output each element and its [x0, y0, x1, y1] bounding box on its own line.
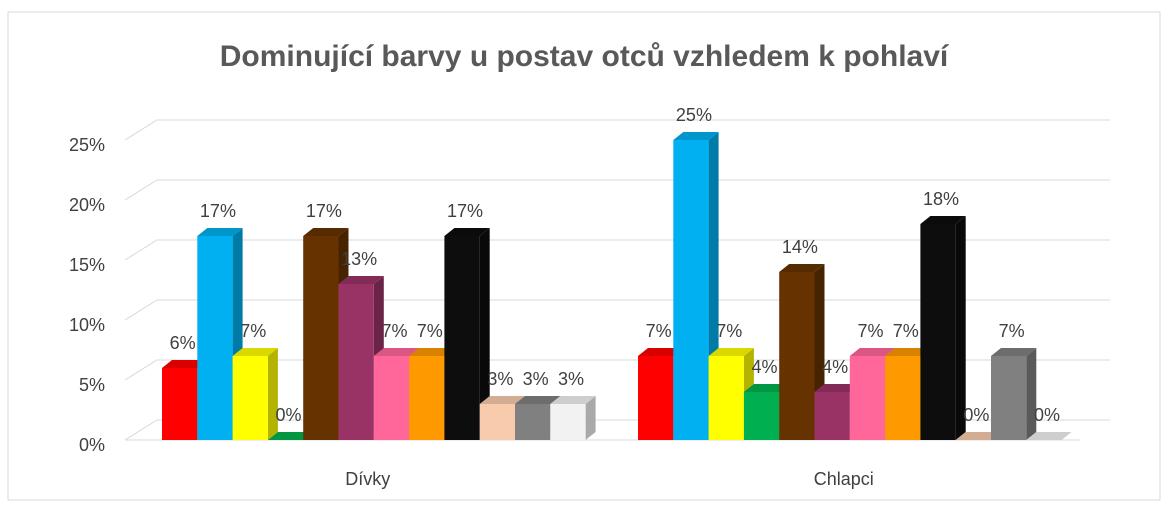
bar — [991, 348, 1037, 440]
data-label: 3% — [487, 369, 513, 389]
bar-front — [550, 404, 586, 440]
bar-top — [162, 360, 208, 368]
bar-front — [885, 356, 921, 440]
data-label: 18% — [923, 189, 959, 209]
bar-top — [814, 384, 860, 392]
bar-top — [920, 216, 966, 224]
y-tick-label: 5% — [79, 375, 105, 395]
data-label: 7% — [381, 321, 407, 341]
data-label: 4% — [752, 357, 778, 377]
bar-front — [303, 236, 339, 440]
grid-line — [124, 119, 1110, 141]
data-label: 6% — [170, 333, 196, 353]
y-tick-label: 20% — [69, 195, 105, 215]
bar-top — [1026, 432, 1072, 440]
bar — [232, 348, 278, 440]
bar-side — [479, 228, 490, 440]
bar-front — [743, 392, 780, 440]
data-label: 0% — [276, 405, 302, 425]
bar-front — [515, 404, 551, 440]
bar-front — [673, 140, 709, 440]
bar-front — [444, 236, 480, 440]
bar — [955, 432, 1001, 440]
data-label: 7% — [417, 321, 443, 341]
bar-top — [232, 348, 278, 356]
bar-front — [814, 392, 850, 440]
bar-top — [885, 348, 931, 356]
bar-front — [708, 356, 744, 440]
data-label: 7% — [716, 321, 742, 341]
bar-side — [1026, 348, 1037, 440]
data-label: 0% — [963, 405, 989, 425]
bar-side — [585, 396, 596, 440]
data-label: 14% — [782, 237, 818, 257]
bar-front — [479, 404, 515, 440]
data-label: 7% — [857, 321, 883, 341]
chart-title: Dominující barvy u postav otců vzhledem … — [220, 40, 950, 73]
bar-front — [849, 356, 886, 440]
bar-top — [550, 396, 596, 404]
bar-top — [479, 396, 525, 404]
bar-front — [162, 368, 198, 440]
y-tick-label: 15% — [69, 255, 105, 275]
bar-top — [197, 228, 243, 236]
y-tick-label: 10% — [69, 315, 105, 335]
bar-front — [991, 356, 1027, 440]
data-label: 7% — [893, 321, 919, 341]
bar-side — [955, 216, 966, 440]
bar-front — [779, 272, 815, 440]
bar-front — [232, 356, 268, 440]
bar-top — [373, 348, 420, 356]
data-label: 7% — [646, 321, 672, 341]
bar-top — [991, 348, 1037, 356]
bar-top — [708, 348, 754, 356]
bar — [638, 348, 684, 440]
bar-top — [303, 228, 349, 236]
data-label: 4% — [822, 357, 848, 377]
bar-front — [409, 356, 445, 440]
y-tick-label: 25% — [69, 135, 105, 155]
data-label: 7% — [240, 321, 266, 341]
bar-front — [920, 224, 956, 440]
bar-front — [338, 284, 374, 440]
bar — [920, 216, 966, 440]
bar-top — [673, 132, 719, 140]
bar-side — [267, 348, 278, 440]
data-label: 17% — [447, 201, 483, 221]
bar — [550, 396, 596, 440]
data-label: 0% — [1034, 405, 1060, 425]
bar-top — [955, 432, 1001, 440]
data-label: 13% — [341, 249, 377, 269]
bar — [1026, 432, 1072, 440]
bar-top — [267, 432, 314, 440]
x-tick-label: Chlapci — [814, 469, 874, 489]
y-tick-label: 0% — [79, 435, 105, 455]
bar-front — [373, 356, 410, 440]
data-label: 17% — [306, 201, 342, 221]
bar-top — [338, 276, 384, 284]
bar-top — [743, 384, 790, 392]
bar-top — [849, 348, 896, 356]
bar-top — [515, 396, 561, 404]
data-label: 7% — [999, 321, 1025, 341]
data-label: 25% — [676, 105, 712, 125]
bar-front — [638, 356, 674, 440]
grid-line — [124, 179, 1110, 201]
bar-front — [197, 236, 233, 440]
data-label: 17% — [200, 201, 236, 221]
bar-top — [409, 348, 455, 356]
data-label: 3% — [523, 369, 549, 389]
bar — [444, 228, 490, 440]
data-label: 3% — [558, 369, 584, 389]
bar-top — [638, 348, 684, 356]
x-tick-label: Dívky — [345, 469, 390, 489]
bar-top — [779, 264, 825, 272]
bar-top — [444, 228, 490, 236]
grid-line — [124, 239, 1110, 261]
bar — [267, 432, 314, 440]
